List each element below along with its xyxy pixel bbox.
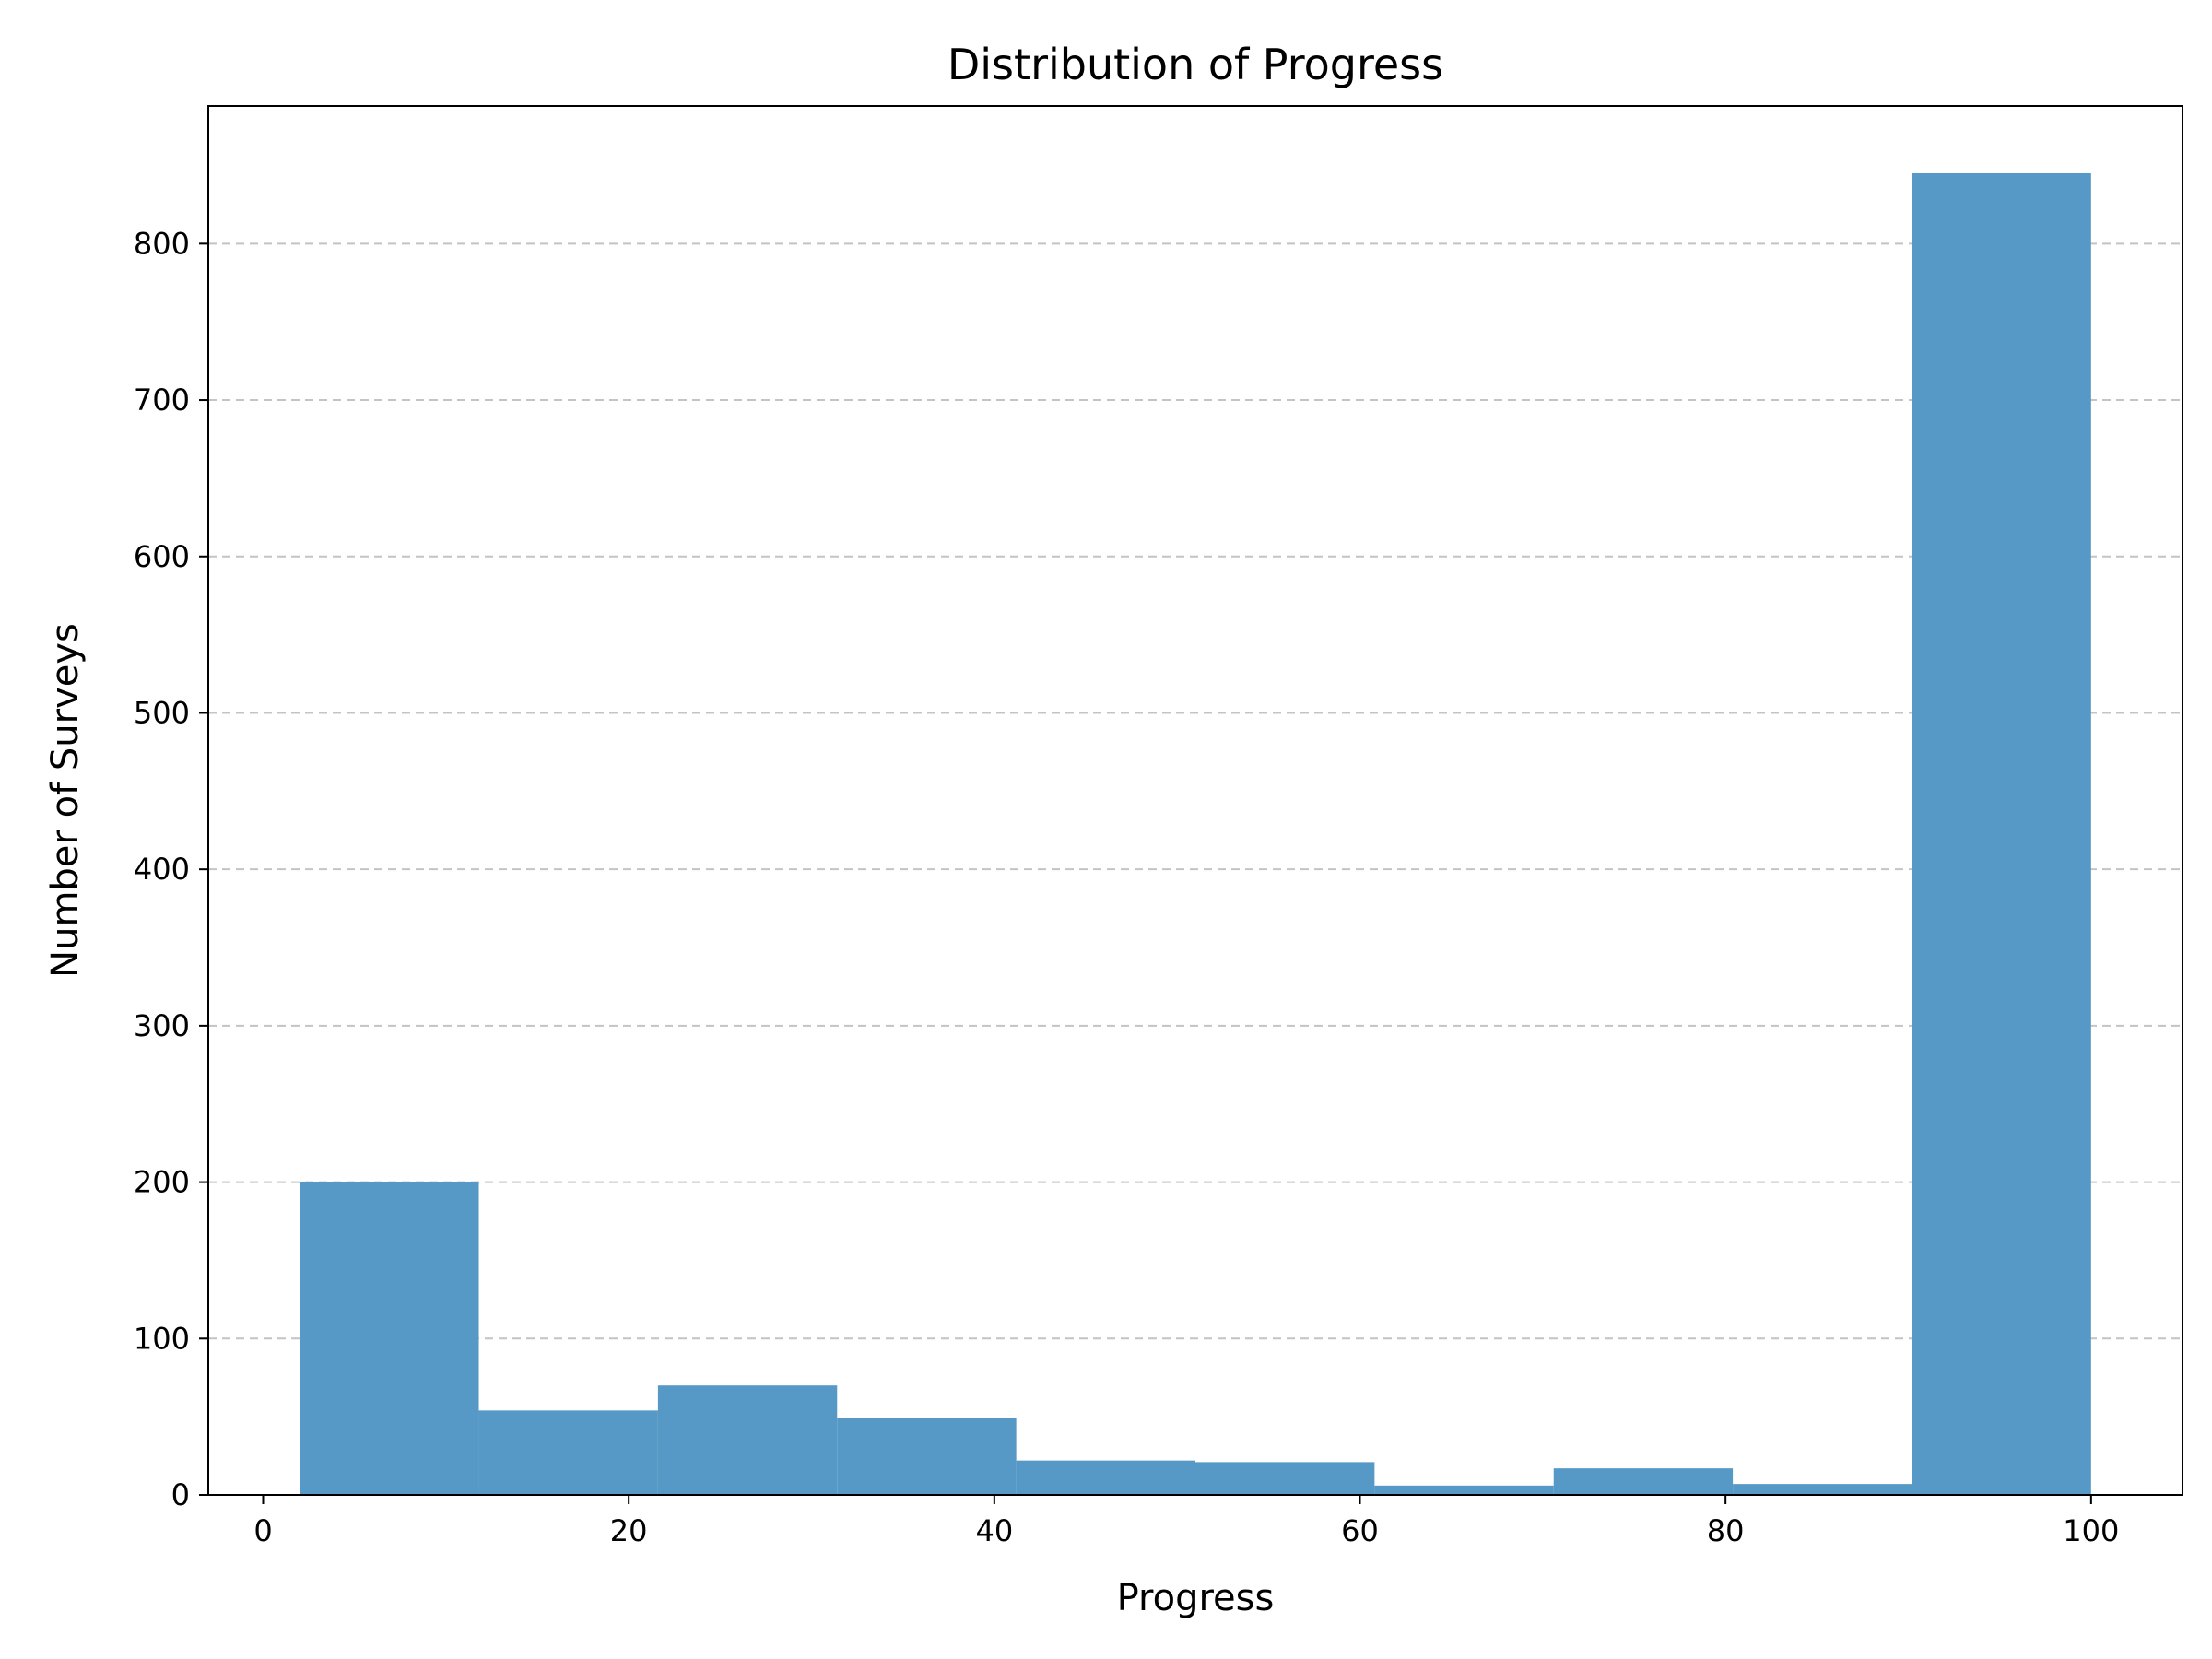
x-axis-label: Progress bbox=[1117, 1577, 1275, 1619]
histogram-bar bbox=[1016, 1460, 1195, 1495]
y-tick-label: 300 bbox=[134, 1008, 190, 1043]
chart-title: Distribution of Progress bbox=[947, 40, 1443, 89]
bars bbox=[300, 172, 2091, 1495]
y-tick-label: 200 bbox=[134, 1165, 190, 1200]
y-tick-label: 700 bbox=[134, 382, 190, 418]
x-tick-label: 80 bbox=[1707, 1513, 1745, 1548]
histogram-bar bbox=[1553, 1468, 1734, 1495]
histogram-bar bbox=[478, 1410, 658, 1495]
histogram-bar bbox=[657, 1385, 838, 1495]
x-tick-label: 60 bbox=[1341, 1513, 1379, 1548]
histogram-bar bbox=[1912, 172, 2091, 1495]
y-tick-label: 100 bbox=[134, 1321, 190, 1356]
x-tick-label: 0 bbox=[253, 1513, 272, 1548]
plot-frame bbox=[207, 105, 2183, 1496]
y-tick-label: 0 bbox=[171, 1477, 190, 1512]
y-tick-label: 500 bbox=[134, 695, 190, 730]
histogram-bar bbox=[1195, 1462, 1375, 1495]
x-tick-label: 20 bbox=[610, 1513, 648, 1548]
y-axis-label: Number of Surveys bbox=[44, 623, 87, 978]
histogram-bar bbox=[1374, 1485, 1554, 1495]
histogram-bar bbox=[300, 1182, 479, 1495]
gridlines bbox=[208, 242, 2183, 1340]
y-axis-ticks: 0 100 200 300 400 500 600 700 800 bbox=[134, 226, 208, 1512]
x-tick-label: 100 bbox=[2063, 1513, 2119, 1548]
x-tick-label: 40 bbox=[975, 1513, 1013, 1548]
histogram-bar bbox=[1733, 1484, 1912, 1495]
y-tick-label: 400 bbox=[134, 852, 190, 887]
y-tick-label: 800 bbox=[134, 226, 190, 261]
y-tick-label: 600 bbox=[134, 539, 190, 574]
x-axis-ticks: 0 20 40 60 80 100 bbox=[253, 1495, 2119, 1548]
histogram-bar bbox=[837, 1418, 1017, 1495]
